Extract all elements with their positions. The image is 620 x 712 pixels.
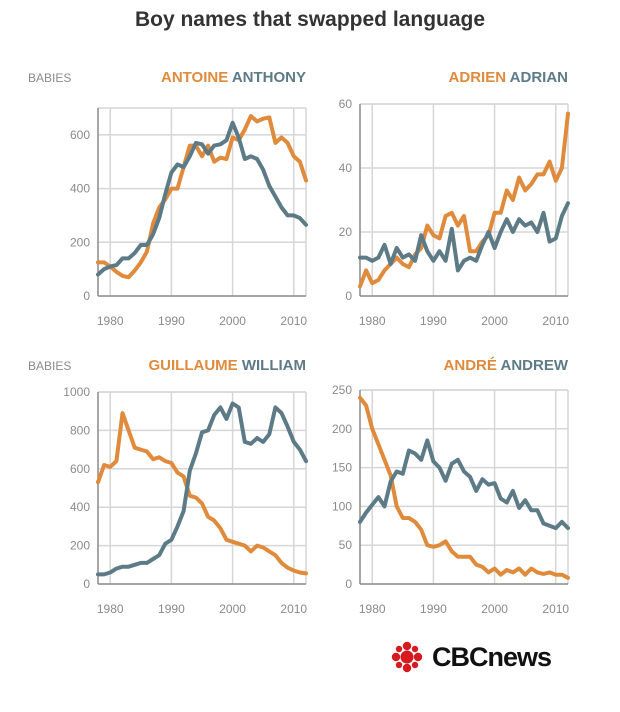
panel-title: ANDRÉ ANDREW <box>444 357 569 374</box>
series-line-adrien <box>358 111 570 289</box>
legend-label-adrian: ADRIAN <box>506 69 568 86</box>
page-title: Boy names that swapped language <box>134 8 486 31</box>
x-tick-label: 2010 <box>280 602 307 616</box>
panel-title: ANTOINE ANTHONY <box>161 69 306 86</box>
panel-title: ADRIEN ADRIAN <box>449 69 568 86</box>
series-line-antoine <box>96 114 308 280</box>
x-tick-label: 2010 <box>542 602 569 616</box>
x-tick-label: 2000 <box>219 602 246 616</box>
y-tick-label: 20 <box>339 225 353 239</box>
series-line-andré <box>358 395 570 580</box>
series-line-andrew <box>358 438 570 531</box>
chart-panel-4: 0 50 100 150 200 250 1980 1990 2000 2010 ANDRÉ AND… <box>332 357 570 616</box>
x-tick-label: 1990 <box>420 314 447 328</box>
x-tick-label: 1990 <box>158 602 185 616</box>
panel-title: GUILLAUME WILLIAM <box>149 357 307 374</box>
x-tick-label: 2010 <box>542 314 569 328</box>
y-tick-label: 0 <box>83 289 90 303</box>
cbc-gem-icon <box>391 641 423 673</box>
chart-panel-3: 0 200 400 600 800 1000 1980 1990 2000 2010 BABIES G… <box>28 357 308 616</box>
x-tick-label: 1990 <box>158 314 185 328</box>
legend-label-andrew: ANDREW <box>497 357 569 374</box>
chart-panel-1: 0 200 400 600 1980 1990 2000 2010 BABIES ANTOINE … <box>28 69 308 328</box>
y-tick-label: 40 <box>339 161 353 175</box>
x-tick-label: 2000 <box>481 602 508 616</box>
y-tick-label: 400 <box>70 182 90 196</box>
chart-panel-2: 0 20 40 60 1980 1990 2000 2010 ADRIEN ADRIAN <box>339 69 570 328</box>
y-tick-label: 50 <box>339 538 353 552</box>
x-tick-label: 1980 <box>97 314 124 328</box>
legend-label-adrien: ADRIEN <box>449 69 507 86</box>
x-tick-label: 2000 <box>219 314 246 328</box>
y-axis-label: BABIES <box>28 359 71 373</box>
y-tick-label: 200 <box>332 422 352 436</box>
series-line-william <box>96 401 308 577</box>
y-tick-label: 60 <box>339 97 353 111</box>
y-tick-label: 200 <box>70 539 90 553</box>
series-line-anthony <box>96 120 308 277</box>
x-tick-label: 2010 <box>280 314 307 328</box>
y-tick-label: 1000 <box>63 385 90 399</box>
y-tick-label: 0 <box>83 577 90 591</box>
x-tick-label: 1980 <box>97 602 124 616</box>
cbc-news-logo: CBCnews <box>390 640 552 674</box>
y-tick-label: 600 <box>70 128 90 142</box>
y-tick-label: 600 <box>70 462 90 476</box>
y-tick-label: 150 <box>332 461 352 475</box>
series-line-guillaume <box>96 411 308 576</box>
legend-label-guillaume: GUILLAUME <box>149 357 238 374</box>
y-tick-label: 200 <box>70 235 90 249</box>
x-tick-label: 1980 <box>359 602 386 616</box>
legend-label-antoine: ANTOINE <box>161 69 228 86</box>
y-tick-label: 250 <box>332 383 352 397</box>
series-line-adrian <box>358 201 570 273</box>
y-tick-label: 400 <box>70 500 90 514</box>
y-tick-label: 100 <box>332 499 352 513</box>
legend-label-andré: ANDRÉ <box>444 357 497 374</box>
legend-label-anthony: ANTHONY <box>228 69 306 86</box>
y-tick-label: 800 <box>70 423 90 437</box>
x-tick-label: 2000 <box>481 314 508 328</box>
cbc-news-logo-text: CBCnews <box>432 641 552 672</box>
y-tick-label: 0 <box>345 577 352 591</box>
y-tick-label: 0 <box>345 289 352 303</box>
x-tick-label: 1980 <box>359 314 386 328</box>
legend-label-william: WILLIAM <box>238 357 306 374</box>
x-tick-label: 1990 <box>420 602 447 616</box>
y-axis-label: BABIES <box>28 71 71 85</box>
